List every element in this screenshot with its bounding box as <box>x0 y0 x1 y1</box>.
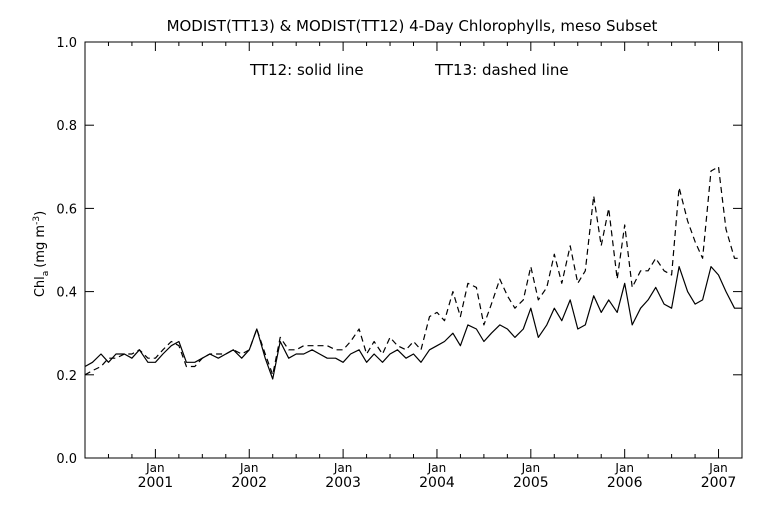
x-axis: Jan2001Jan2002Jan2003Jan2004Jan2005Jan20… <box>84 42 743 491</box>
y-tick-label: 0.8 <box>56 119 77 134</box>
y-axis: 0.0 0.2 0.4 0.6 0.8 1.0 <box>56 36 742 467</box>
x-tick-year: 2004 <box>419 475 455 491</box>
x-tick-month: Jan <box>333 461 353 475</box>
x-tick-month: Jan <box>521 461 541 475</box>
y-tick-label: 1.0 <box>56 36 77 51</box>
plot-frame <box>84 41 743 459</box>
x-tick-month: Jan <box>427 461 447 475</box>
series-layer <box>84 166 742 380</box>
x-tick-year: 2005 <box>513 475 549 491</box>
x-tick-month: Jan <box>708 461 728 475</box>
x-tick-year: 2007 <box>701 475 737 491</box>
x-tick-month: Jan <box>145 461 165 475</box>
x-tick-year: 2003 <box>325 475 361 491</box>
y-axis-label: Chla(mg m-3) <box>32 211 51 297</box>
y-tick-label: 0.4 <box>56 286 77 301</box>
x-tick-year: 2001 <box>138 475 174 491</box>
x-tick-month: Jan <box>614 461 634 475</box>
y-tick-label: 0.0 <box>56 452 77 467</box>
series-line-tt12 <box>84 266 742 380</box>
legend-solid-note: TT12: solid line <box>249 61 364 79</box>
y-tick-label: 0.6 <box>56 202 77 217</box>
y-tick-label: 0.2 <box>56 369 77 384</box>
series-line-tt13 <box>84 166 742 376</box>
x-tick-month: Jan <box>239 461 259 475</box>
legend-dashed-note: TT13: dashed line <box>434 61 569 79</box>
x-tick-year: 2006 <box>607 475 643 491</box>
chart-title: MODIST(TT13) & MODIST(TT12) 4-Day Chloro… <box>167 17 658 35</box>
x-tick-year: 2002 <box>231 475 267 491</box>
